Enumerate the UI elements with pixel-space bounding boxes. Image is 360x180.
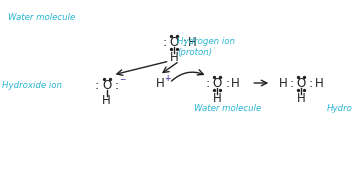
Text: H: H xyxy=(213,91,222,105)
Text: H: H xyxy=(279,76,288,89)
Text: Water molecule: Water molecule xyxy=(8,12,75,21)
Text: H: H xyxy=(156,76,165,89)
Text: O: O xyxy=(297,76,306,89)
Text: Water molecule: Water molecule xyxy=(194,103,262,112)
Text: H: H xyxy=(170,51,179,64)
Text: O: O xyxy=(170,35,179,48)
Text: H: H xyxy=(315,76,323,89)
Text: :: : xyxy=(205,76,210,89)
Text: O: O xyxy=(213,76,222,89)
Text: H: H xyxy=(297,91,306,105)
Text: Hydrogen ion
(proton): Hydrogen ion (proton) xyxy=(177,37,235,57)
Text: :: : xyxy=(309,76,313,89)
Text: H: H xyxy=(188,35,197,48)
Text: :: : xyxy=(182,35,186,48)
Text: +: + xyxy=(165,73,171,82)
Text: :: : xyxy=(114,78,119,91)
Text: O: O xyxy=(102,78,111,91)
Text: −: − xyxy=(120,75,126,84)
Text: :: : xyxy=(289,76,293,89)
Text: Hydroxide ion: Hydroxide ion xyxy=(2,80,62,89)
Text: Hydro: Hydro xyxy=(327,103,353,112)
Text: H: H xyxy=(102,93,111,107)
Text: :: : xyxy=(225,76,229,89)
Text: :: : xyxy=(95,78,99,91)
Text: H: H xyxy=(231,76,240,89)
Text: :: : xyxy=(162,35,167,48)
